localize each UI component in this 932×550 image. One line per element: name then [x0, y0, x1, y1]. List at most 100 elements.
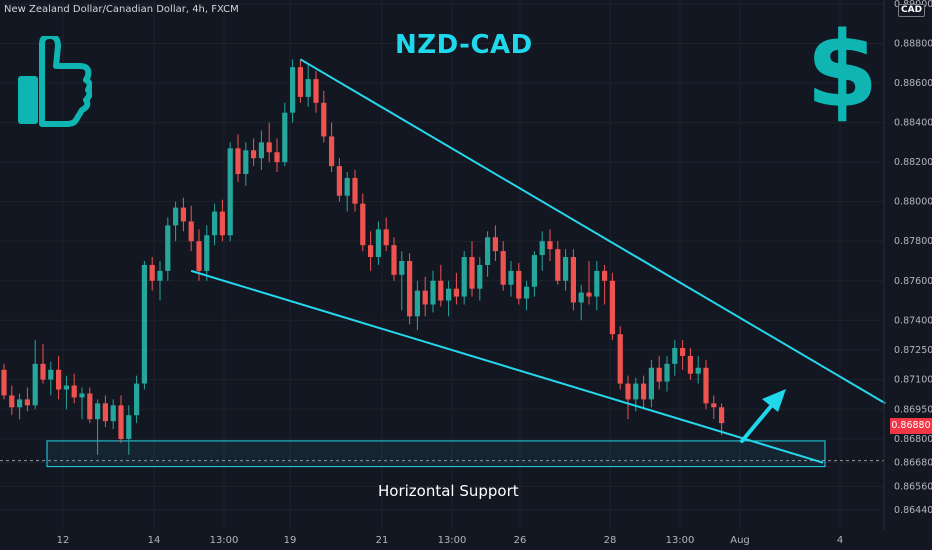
candle: [446, 280, 452, 317]
candle: [594, 260, 600, 311]
candle: [711, 395, 717, 420]
candle: [56, 355, 62, 400]
candle: [438, 264, 444, 307]
candle: [149, 257, 155, 291]
time-tick-label: 12: [57, 535, 70, 546]
candle: [102, 395, 108, 428]
time-tick-label: 26: [514, 535, 527, 546]
price-tick-label: 0.86800: [894, 434, 932, 445]
time-tick-label: 21: [376, 535, 389, 546]
candle: [625, 375, 631, 420]
candle: [95, 399, 101, 455]
candle: [212, 203, 218, 246]
candle: [173, 201, 179, 242]
candle: [719, 403, 725, 435]
candle: [258, 130, 264, 171]
candle: [609, 272, 615, 341]
time-tick-label: 14: [148, 535, 161, 546]
candle: [24, 387, 30, 412]
up-arrow-icon: [740, 389, 786, 443]
candle: [453, 272, 459, 305]
candle: [266, 122, 272, 163]
candle: [492, 225, 498, 261]
candle: [375, 221, 381, 265]
candle: [368, 231, 374, 271]
candle: [648, 359, 654, 408]
candle: [664, 355, 670, 392]
candle: [344, 172, 350, 212]
candle: [17, 393, 23, 420]
price-tick-label: 0.88600: [894, 78, 932, 89]
candle: [578, 284, 584, 321]
candle: [118, 395, 124, 443]
candle: [687, 347, 693, 380]
candle: [383, 217, 389, 252]
price-tick-label: 0.87600: [894, 276, 932, 287]
candle: [63, 375, 69, 410]
price-tick-label: 0.87400: [894, 315, 932, 326]
candle: [516, 262, 522, 305]
candle: [461, 251, 467, 305]
candle: [227, 142, 233, 242]
candle: [196, 229, 202, 281]
time-tick-label: 4: [837, 535, 843, 546]
candle: [87, 387, 93, 424]
price-tick-label: 0.86440: [894, 505, 932, 516]
candle: [305, 63, 311, 107]
time-tick-label: 28: [604, 535, 617, 546]
candle: [602, 264, 608, 305]
candle: [500, 241, 506, 291]
trendline[interactable]: [299, 58, 886, 405]
price-tick-label: 0.88400: [894, 118, 932, 129]
candle: [524, 280, 530, 311]
candle: [71, 373, 77, 404]
trendline[interactable]: [190, 269, 824, 464]
time-tick-label: Aug: [730, 535, 750, 546]
trendlines-group: [190, 58, 886, 464]
horizontal-support-zone[interactable]: [46, 440, 826, 468]
candle: [407, 253, 413, 325]
candle: [1, 363, 7, 400]
candle: [141, 260, 147, 390]
candle: [32, 340, 38, 410]
candle: [672, 340, 678, 376]
candle: [539, 231, 545, 271]
candle: [290, 59, 296, 123]
chart-title: NZD-CAD: [395, 30, 533, 60]
time-axis[interactable]: 12 14 13:00 19 21 13:00 26 28 13:00 Aug 4: [57, 535, 844, 546]
price-tick-label: 0.86950: [894, 404, 932, 415]
candle: [485, 231, 491, 277]
candle: [40, 344, 46, 384]
candle: [79, 387, 85, 420]
candle: [680, 340, 686, 370]
dollar-sign-icon: $: [806, 9, 879, 131]
candle: [469, 241, 475, 297]
candle: [251, 138, 257, 167]
price-tick-label: 0.87250: [894, 345, 932, 356]
candle: [165, 217, 171, 281]
candle: [570, 249, 576, 311]
candle: [329, 122, 335, 173]
candle: [430, 270, 436, 313]
candle: [563, 249, 569, 291]
candle: [586, 260, 592, 305]
price-axis[interactable]: 0.890000.888000.886000.884000.882000.880…: [883, 0, 932, 530]
last-price-tag: 0.86880: [890, 418, 932, 434]
candle: [110, 399, 116, 430]
currency-badge[interactable]: CAD: [898, 4, 926, 17]
candle: [399, 251, 405, 311]
candle: [204, 225, 210, 281]
price-tick-label: 0.86560: [894, 481, 932, 492]
candle: [703, 359, 709, 410]
candle: [422, 276, 428, 317]
candle: [313, 71, 319, 113]
candle: [555, 241, 561, 285]
candle: [180, 197, 186, 232]
candle: [477, 257, 483, 301]
candle: [134, 375, 140, 424]
candle: [219, 199, 225, 242]
candle: [531, 251, 537, 297]
candle: [126, 405, 132, 455]
price-tick-label: 0.88800: [894, 38, 932, 49]
